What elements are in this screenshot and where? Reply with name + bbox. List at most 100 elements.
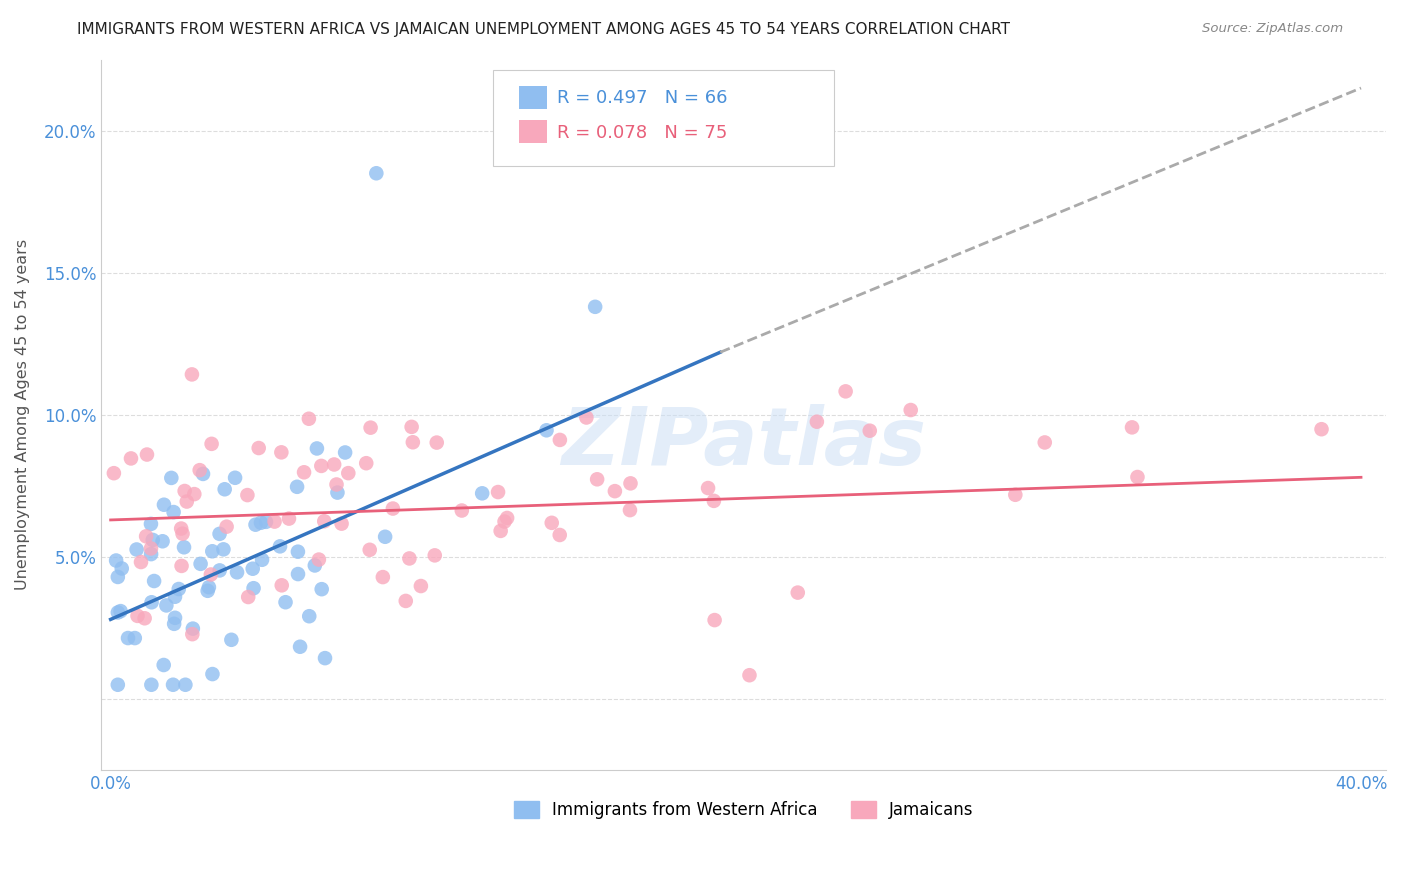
Point xyxy=(247,441,270,455)
Point xyxy=(1310,422,1333,436)
Point xyxy=(274,595,297,609)
Point xyxy=(586,472,609,486)
Point xyxy=(226,566,249,580)
Point xyxy=(409,579,432,593)
Point xyxy=(181,622,204,636)
Point xyxy=(285,480,308,494)
Point xyxy=(900,403,922,417)
Point xyxy=(1126,470,1149,484)
Point xyxy=(160,471,183,485)
Point xyxy=(134,611,156,625)
Point xyxy=(360,420,382,434)
Point xyxy=(308,552,330,566)
Point xyxy=(292,465,315,479)
Point xyxy=(806,415,828,429)
Point xyxy=(212,542,235,557)
Point xyxy=(183,487,205,501)
Point xyxy=(198,580,221,594)
Point xyxy=(125,542,148,557)
Point xyxy=(162,505,184,519)
Point xyxy=(619,503,641,517)
Point xyxy=(124,631,146,645)
Point xyxy=(170,558,193,573)
Point xyxy=(188,463,211,477)
Point xyxy=(153,498,176,512)
Point xyxy=(242,562,264,576)
Point xyxy=(107,678,129,692)
FancyBboxPatch shape xyxy=(519,120,547,144)
Point xyxy=(494,515,516,529)
Point xyxy=(163,611,186,625)
Point xyxy=(314,514,336,528)
Point xyxy=(354,456,377,470)
Text: ZIPatlas: ZIPatlas xyxy=(561,404,927,483)
Point xyxy=(208,563,231,577)
Point xyxy=(366,166,388,180)
Point xyxy=(287,544,309,558)
Point xyxy=(381,501,404,516)
Point xyxy=(111,561,134,575)
Text: R = 0.078   N = 75: R = 0.078 N = 75 xyxy=(557,125,728,143)
Point xyxy=(139,541,162,556)
Point xyxy=(540,516,562,530)
Point xyxy=(162,678,184,692)
Point xyxy=(738,668,761,682)
Point xyxy=(250,516,273,530)
Point xyxy=(173,483,195,498)
Point xyxy=(278,511,301,525)
Point xyxy=(181,627,204,641)
Point xyxy=(141,678,163,692)
Point xyxy=(536,423,558,437)
Point xyxy=(270,578,292,592)
Point xyxy=(298,609,321,624)
Point xyxy=(333,445,356,459)
Point xyxy=(395,594,418,608)
Point xyxy=(117,631,139,645)
Point xyxy=(1033,435,1056,450)
Point xyxy=(107,570,129,584)
Point xyxy=(325,477,347,491)
Point xyxy=(110,604,132,618)
Point xyxy=(129,555,152,569)
Point xyxy=(402,435,425,450)
Point xyxy=(208,526,231,541)
Point xyxy=(496,511,519,525)
Point xyxy=(167,582,190,596)
Point xyxy=(575,410,598,425)
Point xyxy=(238,590,260,604)
Point xyxy=(190,557,212,571)
Point xyxy=(326,485,349,500)
Point xyxy=(236,488,259,502)
Point xyxy=(1004,488,1026,502)
Point xyxy=(374,530,396,544)
Point xyxy=(330,516,353,531)
Point xyxy=(170,522,193,536)
Point xyxy=(263,515,285,529)
Point xyxy=(200,567,222,582)
Point xyxy=(311,458,333,473)
Point xyxy=(245,517,267,532)
Point xyxy=(426,435,449,450)
Point xyxy=(371,570,394,584)
Point xyxy=(136,448,159,462)
Point xyxy=(548,528,571,542)
Point xyxy=(200,437,222,451)
Point xyxy=(250,553,273,567)
Point xyxy=(314,651,336,665)
Point xyxy=(703,494,725,508)
Point xyxy=(142,533,165,547)
Point xyxy=(471,486,494,500)
Point xyxy=(152,534,174,549)
Point xyxy=(323,458,346,472)
Point xyxy=(298,411,321,425)
Point xyxy=(287,567,309,582)
Point xyxy=(423,549,446,563)
Point xyxy=(269,540,291,554)
Point xyxy=(163,616,186,631)
Point xyxy=(152,658,174,673)
Point xyxy=(139,516,162,531)
Legend: Immigrants from Western Africa, Jamaicans: Immigrants from Western Africa, Jamaican… xyxy=(508,794,980,826)
Point xyxy=(215,519,238,533)
Point xyxy=(155,599,177,613)
Point xyxy=(548,433,571,447)
